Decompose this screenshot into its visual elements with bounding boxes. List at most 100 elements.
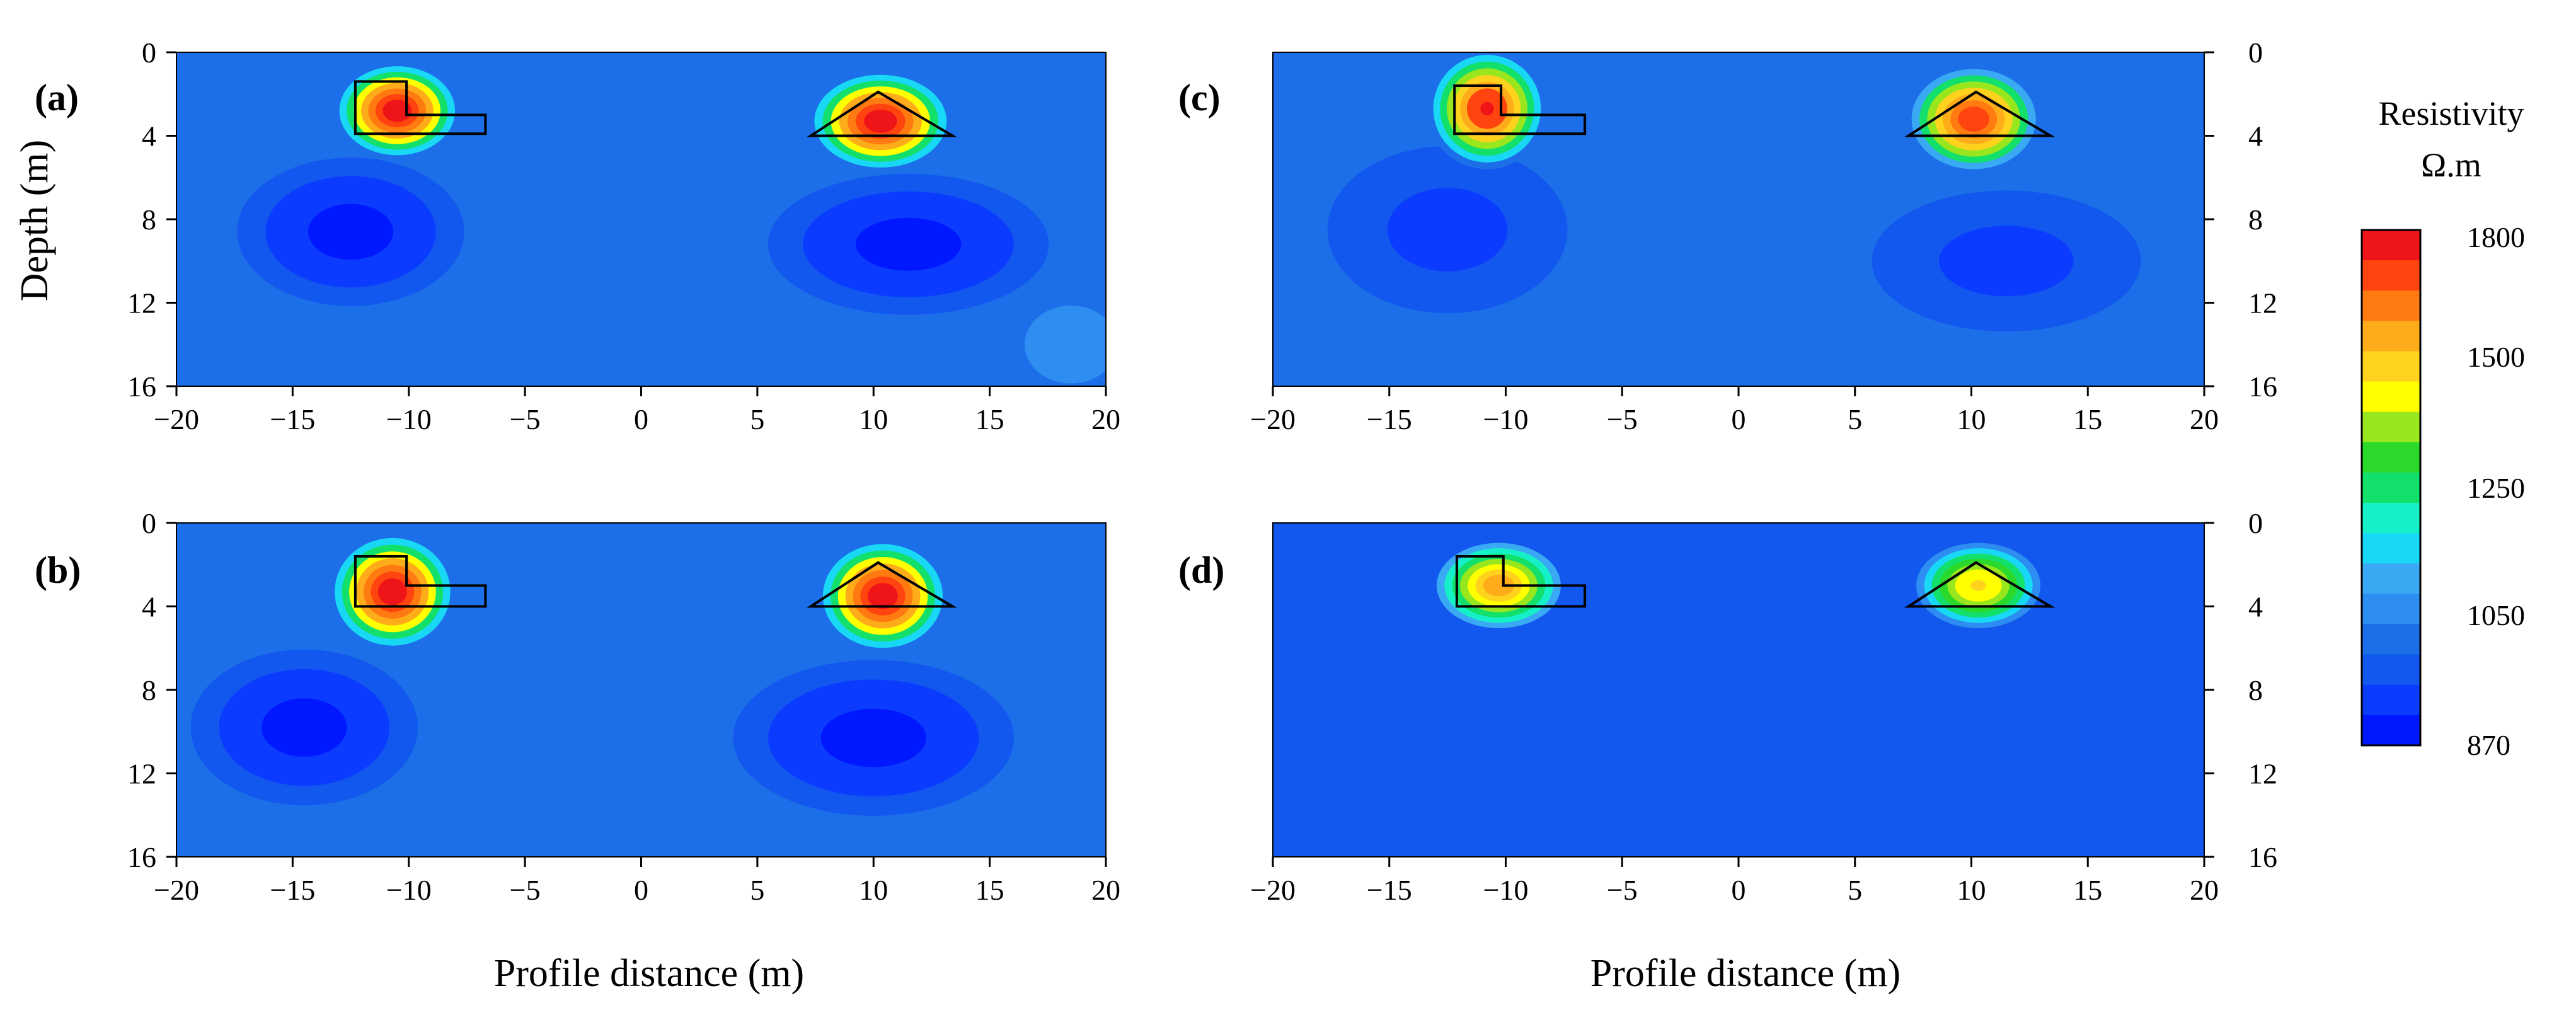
- panel-c-model-triangle: [1904, 90, 2056, 137]
- panel-d-resistivity-field: [1296, 537, 2204, 826]
- panel-b-y-tick-label: 8: [142, 674, 156, 706]
- x-axis-title-right: Profile distance (m): [1590, 952, 1900, 995]
- colorbar-swatch: [2362, 442, 2420, 473]
- panel-a-x-tick-label: 5: [750, 403, 764, 435]
- colorbar-swatch: [2362, 624, 2420, 655]
- panel-a-x-tick-label: −20: [154, 403, 199, 435]
- panel-b-x-tick-label: 15: [975, 874, 1004, 906]
- anomaly-low-0-band-8: [290, 718, 319, 738]
- panel-a-label: (a): [35, 77, 79, 118]
- colorbar-swatch: [2362, 503, 2420, 534]
- anomaly-high-4-band-8: [1063, 338, 1079, 352]
- panel-a: −20 −15 −10 −5 0 5 10 15 20 0 4 8 12 16 (a): [35, 37, 1120, 435]
- colorbar-swatch: [2362, 351, 2420, 382]
- panel-c-x-tick-label: 20: [2190, 403, 2219, 435]
- panel-b-y-tick-label: 12: [127, 758, 156, 790]
- panel-a-y-tick-label: 8: [142, 204, 156, 236]
- panel-c-y-tick-label: 8: [2248, 204, 2263, 236]
- panel-d-y-tick-label: 4: [2248, 591, 2263, 623]
- panel-d-x-tick-label: −20: [1250, 874, 1296, 906]
- panel-c-resistivity-field: [1312, 52, 2158, 341]
- y-axis-title: Depth (m): [13, 140, 56, 302]
- panel-a-x-tick-label: 10: [859, 403, 888, 435]
- panel-c-x-tick-label: −15: [1367, 403, 1412, 435]
- colorbar-swatch: [2362, 654, 2420, 685]
- panel-d-x-tick-label: −5: [1607, 874, 1638, 906]
- panel-d-model-triangle: [1904, 561, 2056, 608]
- panel-b-x-tick-label: 0: [634, 874, 648, 906]
- anomaly-low-0-band-8: [336, 222, 365, 241]
- colorbar-swatch: [2362, 594, 2420, 625]
- panel-d-x-tick-label: −15: [1367, 874, 1412, 906]
- panel-d-x-tick-label: 5: [1848, 874, 1862, 906]
- colorbar-swatch: [2362, 411, 2420, 443]
- anomaly-low-1-band-8: [856, 728, 892, 748]
- panel-d-x-tick-label: 15: [2073, 874, 2102, 906]
- colorbar-frame: [2360, 229, 2422, 747]
- panel-c-y-tick-label: 16: [2248, 370, 2277, 403]
- panel-a-model-block: [354, 80, 487, 135]
- panel-d-x-tick-label: 10: [1957, 874, 1986, 906]
- panel-c-y-tick-label: 12: [2248, 287, 2277, 319]
- anomaly-high-3-band-8: [1970, 580, 1986, 591]
- panel-c-x-tick-label: 0: [1732, 403, 1746, 435]
- colorbar-label-870: 870: [2467, 729, 2510, 761]
- anomaly-low-1-band-8: [2149, 744, 2166, 761]
- panel-b-x-tick-label: −15: [270, 874, 315, 906]
- panel-a-x-tick-label: 20: [1091, 403, 1120, 435]
- anomaly-high-3-band-8: [875, 589, 890, 603]
- panel-a-x-tick-label: 0: [634, 403, 648, 435]
- anomaly-high-3-band-8: [1965, 113, 1982, 125]
- panel-a-y-tick-label: 16: [127, 370, 156, 403]
- panel-b-x-tick-label: −5: [510, 874, 541, 906]
- panel-b-y-tick-label: 0: [142, 507, 156, 539]
- panel-a-x-tick-label: −5: [510, 403, 541, 435]
- panel-c-x-tick-label: −20: [1250, 403, 1296, 435]
- panel-b-x-tick-label: −20: [154, 874, 199, 906]
- colorbar-swatch: [2362, 714, 2420, 746]
- panel-b-x-tick-label: 5: [750, 874, 764, 906]
- anomaly-low-0-band-8: [1358, 722, 1374, 741]
- colorbar-label-1250: 1250: [2467, 472, 2525, 504]
- anomaly-high-3-band-8: [872, 115, 889, 127]
- panel-d-y-tick-label: 0: [2248, 507, 2263, 539]
- panel-d-label: (d): [1178, 549, 1224, 591]
- panel-d-y-tick-label: 16: [2248, 841, 2277, 873]
- panel-a-x-tick-label: −10: [386, 403, 432, 435]
- colorbar-unit: Ω.m: [2421, 146, 2481, 184]
- panel-c-x-tick-label: 10: [1957, 403, 1986, 435]
- panel-b-y-tick-label: 16: [127, 841, 156, 873]
- panel-a-y-tick-label: 4: [142, 120, 156, 152]
- colorbar-swatch: [2362, 533, 2420, 564]
- panel-c-x-tick-label: 15: [2073, 403, 2102, 435]
- panel-b-x-tick-label: 10: [859, 874, 888, 906]
- panel-c-y-tick-label: 4: [2248, 120, 2263, 152]
- colorbar-swatch: [2362, 472, 2420, 503]
- panel-c-x-tick-label: 5: [1848, 403, 1862, 435]
- panel-a-model-triangle: [806, 90, 957, 137]
- anomaly-low-1-band-8: [1989, 252, 2023, 270]
- colorbar-label-1500: 1500: [2467, 341, 2525, 373]
- panel-b-y-tick-label: 4: [142, 591, 156, 623]
- panel-a-x-tick-label: −15: [270, 403, 315, 435]
- panel-b-x-tick-label: −10: [386, 874, 432, 906]
- panel-d-background: [1273, 523, 2204, 857]
- anomaly-low-1-band-8: [890, 235, 926, 253]
- panel-b: −20 −15 −10 −5 0 5 10 15 20 0 4 8 12 16 (b): [35, 507, 1120, 906]
- colorbar-swatch: [2362, 230, 2420, 261]
- panel-a-x-tick-label: 15: [975, 403, 1004, 435]
- panel-c-x-tick-label: −5: [1607, 403, 1638, 435]
- panel-c-model-block: [1453, 84, 1587, 135]
- anomaly-low-0-band-8: [1432, 219, 1463, 241]
- panel-d: −20 −15 −10 −5 0 5 10 15 20 0 4 8 12 16 (d): [1178, 507, 2277, 906]
- colorbar-swatch: [2362, 381, 2420, 413]
- anomaly-high-2-band-8: [389, 105, 405, 117]
- x-axis-title-left: Profile distance (m): [494, 952, 804, 995]
- colorbar-swatches: [2362, 230, 2420, 746]
- panel-b-x-tick-label: 20: [1091, 874, 1120, 906]
- panel-c: −20 −15 −10 −5 0 5 10 15 20 0 4 8 12 16 (c): [1178, 37, 2277, 435]
- panel-d-x-tick-label: −10: [1483, 874, 1529, 906]
- panel-d-x-tick-label: 20: [2190, 874, 2219, 906]
- anomaly-high-2-band-8: [385, 585, 400, 599]
